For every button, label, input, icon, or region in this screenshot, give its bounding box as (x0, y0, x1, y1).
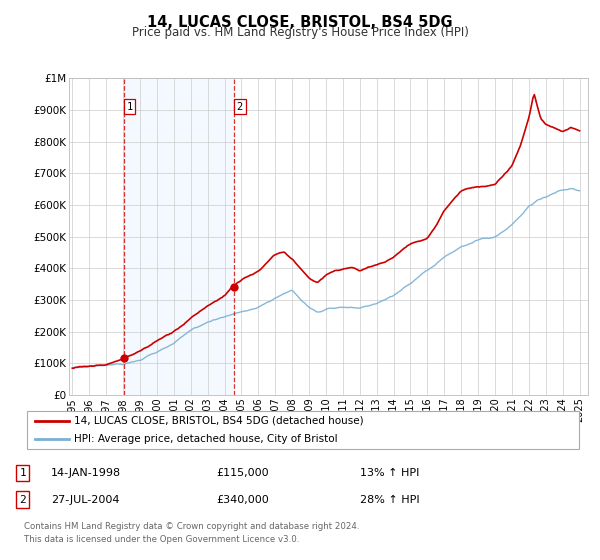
Text: 1: 1 (19, 468, 26, 478)
Text: Contains HM Land Registry data © Crown copyright and database right 2024.
This d: Contains HM Land Registry data © Crown c… (24, 522, 359, 544)
Text: 27-JUL-2004: 27-JUL-2004 (51, 494, 119, 505)
Text: HPI: Average price, detached house, City of Bristol: HPI: Average price, detached house, City… (74, 434, 338, 444)
Text: 2: 2 (237, 102, 243, 112)
Text: £340,000: £340,000 (216, 494, 269, 505)
Text: 14, LUCAS CLOSE, BRISTOL, BS4 5DG (detached house): 14, LUCAS CLOSE, BRISTOL, BS4 5DG (detac… (74, 416, 364, 426)
FancyBboxPatch shape (27, 411, 579, 449)
Text: 14, LUCAS CLOSE, BRISTOL, BS4 5DG: 14, LUCAS CLOSE, BRISTOL, BS4 5DG (147, 15, 453, 30)
Text: 13% ↑ HPI: 13% ↑ HPI (360, 468, 419, 478)
Text: 28% ↑ HPI: 28% ↑ HPI (360, 494, 419, 505)
Text: £115,000: £115,000 (216, 468, 269, 478)
Text: 14-JAN-1998: 14-JAN-1998 (51, 468, 121, 478)
Text: 2: 2 (19, 494, 26, 505)
Text: 1: 1 (127, 102, 133, 112)
Bar (124, 78, 234, 395)
Text: Price paid vs. HM Land Registry's House Price Index (HPI): Price paid vs. HM Land Registry's House … (131, 26, 469, 39)
